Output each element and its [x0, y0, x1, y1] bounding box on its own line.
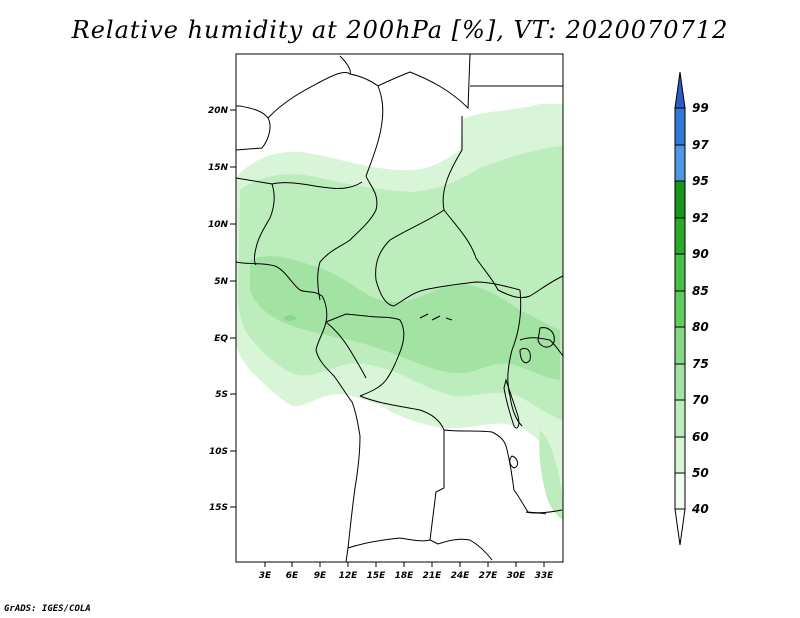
lon-label-21e: 21E — [423, 571, 443, 581]
colorbar-bottom-arrow — [674, 508, 686, 546]
country-borders — [235, 53, 564, 563]
colorbar-label-40: 40 — [691, 502, 709, 516]
lon-axis: 3E 6E 9E 12E 15E 18E 21E 24E 27E 30E 33E — [259, 562, 554, 581]
colorbar-label-97: 97 — [692, 138, 709, 152]
lat-label-15n: 15N — [208, 163, 229, 173]
colorbar-swatch-90 — [674, 217, 686, 255]
colorbar-label-75: 75 — [692, 357, 709, 371]
chart-title: Relative humidity at 200hPa [%], VT: 202… — [71, 16, 729, 44]
humidity-area-south — [539, 430, 563, 520]
lon-label-30e: 30E — [507, 571, 527, 581]
lon-label-3e: 3E — [259, 571, 272, 581]
lon-label-24e: 24E — [451, 571, 471, 581]
lon-label-15e: 15E — [367, 571, 387, 581]
colorbar-swatch-60 — [674, 399, 686, 438]
colorbar-swatch-75 — [674, 326, 686, 365]
colorbar-label-95: 95 — [692, 174, 709, 188]
colorbar-swatch-50 — [674, 436, 686, 474]
lat-label-10s: 10S — [209, 447, 228, 457]
colorbar-swatch-97 — [674, 107, 686, 146]
lat-label-5n: 5N — [214, 277, 228, 287]
lon-label-27e: 27E — [479, 571, 499, 581]
colorbar-label-80: 80 — [692, 320, 709, 334]
lon-label-9e: 9E — [314, 571, 327, 581]
credit-label: GrADS: IGES/COLA — [4, 604, 91, 614]
colorbar-swatch-70 — [674, 363, 686, 401]
humidity-spot — [284, 315, 296, 321]
colorbar-label-92: 92 — [692, 211, 709, 225]
colorbar-labels: 99 97 95 92 90 85 80 75 70 60 50 40 — [691, 101, 709, 516]
humidity-area-core — [250, 256, 560, 380]
lat-label-eq: EQ — [214, 334, 228, 344]
lon-label-6e: 6E — [286, 571, 299, 581]
lon-label-12e: 12E — [339, 571, 359, 581]
colorbar-swatch-95 — [674, 144, 686, 182]
colorbar-swatch-85 — [674, 253, 686, 292]
lon-label-33e: 33E — [535, 571, 555, 581]
lat-axis: 20N 15N 10N 5N EQ 5S 10S 15S — [208, 106, 236, 513]
colorbar-top-arrow — [674, 71, 686, 109]
colorbar-label-85: 85 — [692, 284, 709, 298]
colorbar-swatch-80 — [674, 290, 686, 328]
colorbar-swatch-92 — [674, 180, 686, 219]
colorbar-label-70: 70 — [692, 393, 709, 407]
lon-label-18e: 18E — [395, 571, 415, 581]
colorbar-label-90: 90 — [692, 247, 709, 261]
colorbar-label-60: 60 — [692, 430, 709, 444]
colorbar-label-50: 50 — [692, 466, 709, 480]
colorbar-label-99: 99 — [692, 101, 709, 115]
lat-label-15s: 15S — [209, 503, 228, 513]
colorbar — [674, 71, 686, 546]
lat-label-10n: 10N — [208, 220, 229, 230]
lat-label-5s: 5S — [215, 390, 228, 400]
colorbar-swatch-40 — [674, 472, 686, 510]
lat-label-20n: 20N — [208, 106, 229, 116]
humidity-field — [236, 104, 563, 520]
map-frame — [235, 53, 564, 563]
lakes — [419, 313, 555, 515]
